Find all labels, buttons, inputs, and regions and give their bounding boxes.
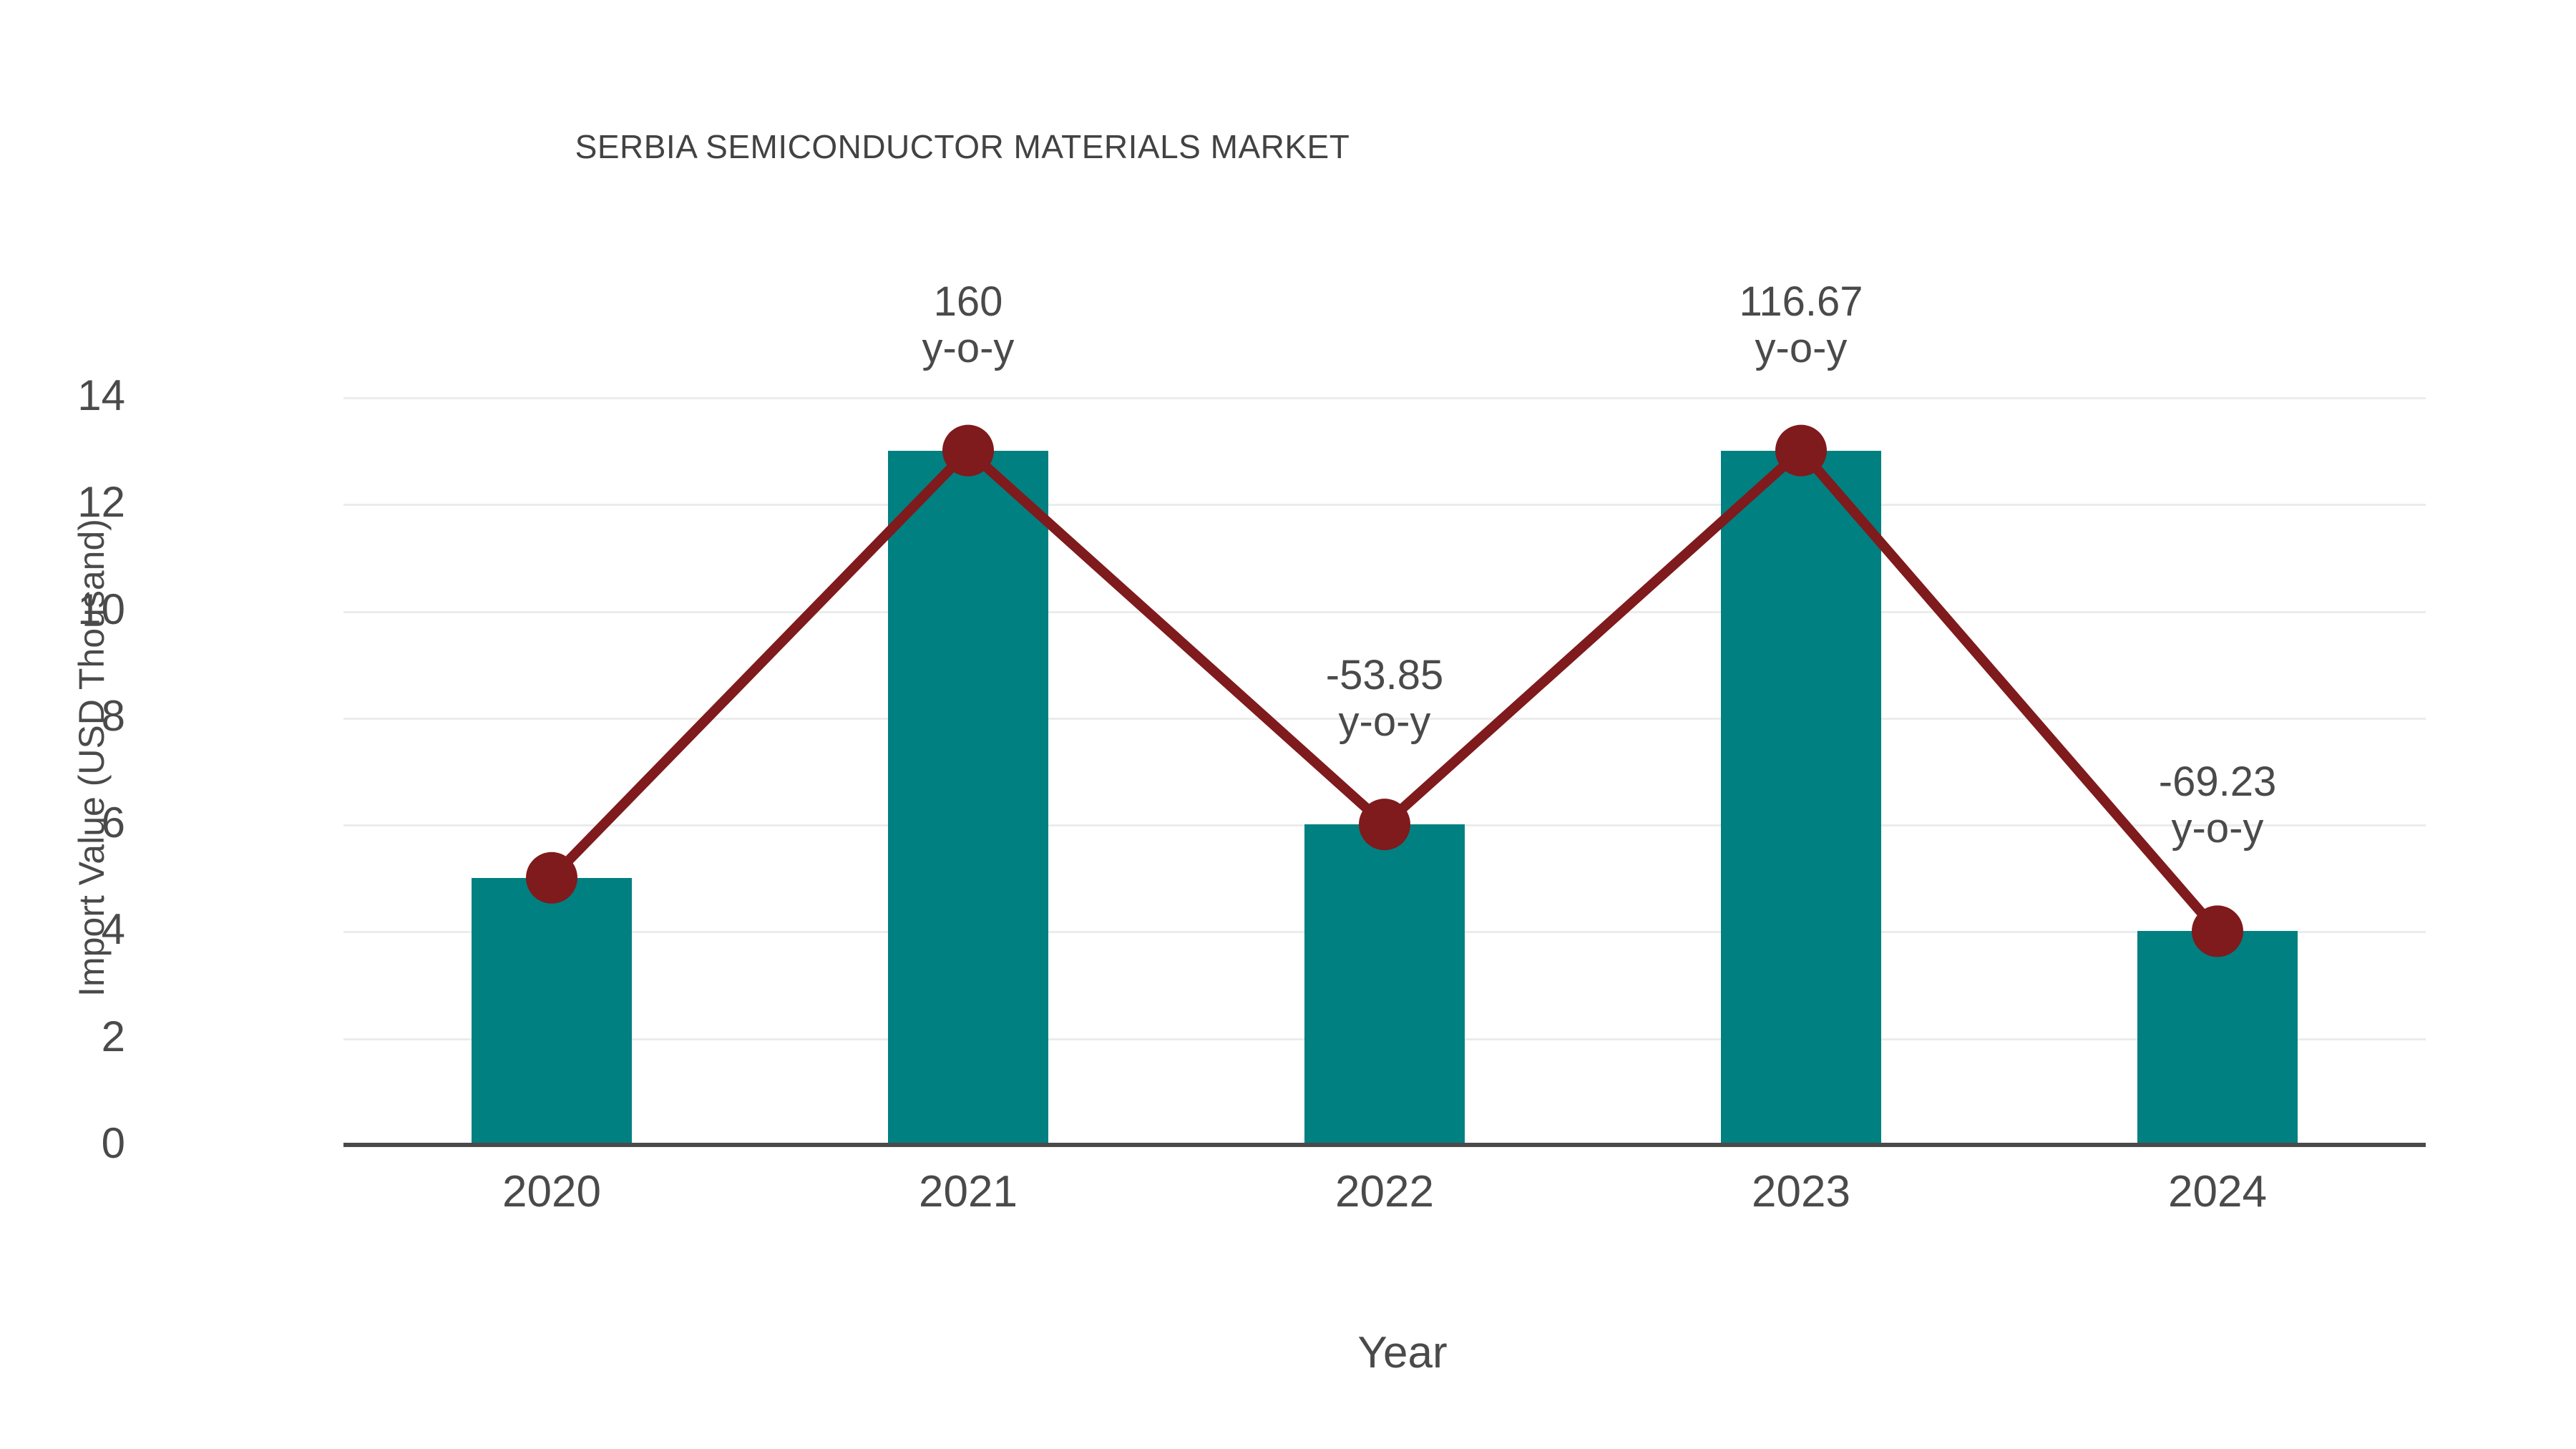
x-axis-line — [343, 1143, 2426, 1147]
y-tick-label: 14 — [77, 371, 125, 419]
x-tick-label-2022: 2022 — [1335, 1167, 1434, 1216]
bar-2023[interactable] — [1721, 450, 1881, 1145]
y-tick-label: 8 — [101, 691, 125, 740]
y-tick-label: 6 — [101, 799, 125, 847]
yoy-annotation-2023: 116.67 y-o-y — [1615, 278, 1987, 372]
yoy-unit: y-o-y — [922, 324, 1015, 371]
y-tick-label: 4 — [101, 905, 125, 954]
bar-2020[interactable] — [472, 877, 632, 1145]
gridline — [343, 504, 2426, 507]
x-tick-label-2024: 2024 — [2168, 1167, 2267, 1216]
page-title: SERBIA SEMICONDUCTOR MATERIALS MARKET — [575, 128, 1350, 165]
bar-2021[interactable] — [888, 450, 1048, 1145]
yoy-unit: y-o-y — [1338, 698, 1431, 746]
yoy-value: 160 — [933, 278, 1003, 325]
x-tick-label-2021: 2021 — [919, 1167, 1018, 1216]
bar-2022[interactable] — [1304, 824, 1465, 1145]
yoy-annotation-2022: -53.85 y-o-y — [1199, 652, 1571, 746]
x-tick-label-2023: 2023 — [1752, 1167, 1850, 1216]
bar-2024[interactable] — [2137, 931, 2298, 1145]
yoy-value: -69.23 — [2158, 758, 2277, 806]
x-axis-title: Year — [1357, 1328, 1448, 1377]
y-tick-label: 0 — [101, 1119, 125, 1167]
yoy-value: -53.85 — [1325, 652, 1444, 699]
yoy-value: 116.67 — [1739, 278, 1863, 325]
gridline — [343, 397, 2426, 399]
y-tick-label: 12 — [77, 478, 125, 527]
yoy-annotation-2024: -69.23 y-o-y — [2031, 758, 2404, 852]
gridline — [343, 610, 2426, 613]
yoy-unit: y-o-y — [2171, 805, 2264, 852]
yoy-unit: y-o-y — [1755, 324, 1848, 371]
x-tick-label-2020: 2020 — [502, 1167, 601, 1216]
yoy-annotation-2021: 160 y-o-y — [782, 278, 1154, 372]
y-tick-label: 10 — [77, 585, 125, 633]
y-tick-label: 2 — [101, 1012, 125, 1060]
